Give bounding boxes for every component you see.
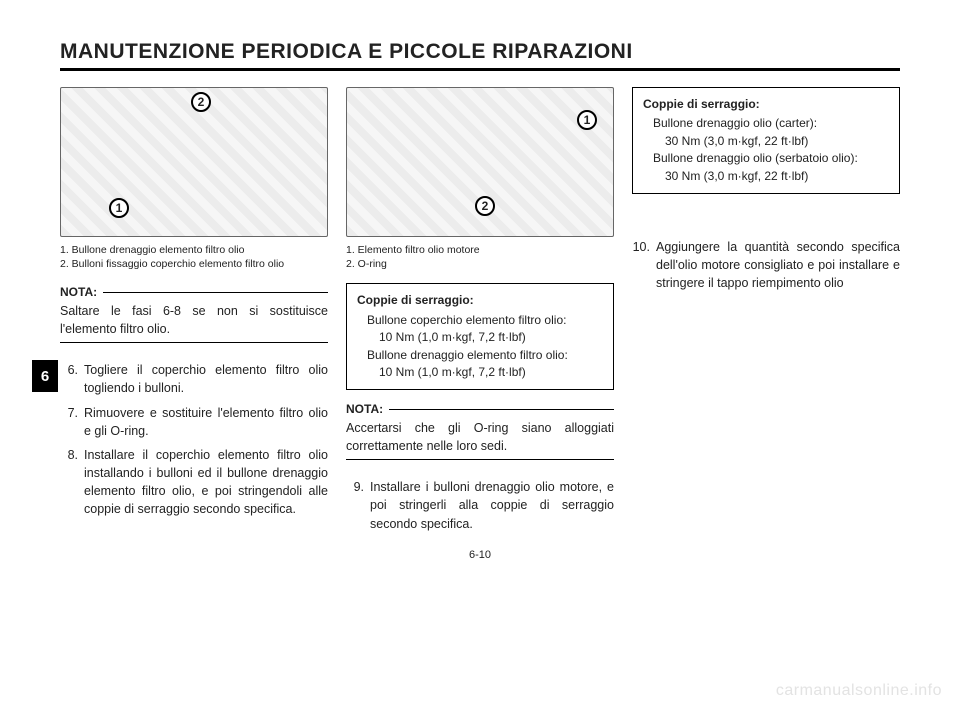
rule-line [103,292,328,293]
torque-item: Bullone drenaggio olio (carter): [643,115,889,132]
spacer [632,204,900,232]
step-item: 10. Aggiungere la quantità secondo speci… [632,238,900,292]
torque-title: Coppie di serraggio: [357,292,603,309]
page-number: 6-10 [60,549,900,561]
step-number: 9. [346,478,370,532]
step-list: 10. Aggiungere la quantità secondo speci… [632,238,900,298]
callout-2: 2 [475,196,495,216]
torque-item: Bullone drenaggio elemento filtro olio: [357,347,603,364]
caption-line: 1. Elemento filtro olio motore [346,243,614,257]
callout-1: 1 [109,198,129,218]
step-list: 9. Installare i bulloni drenaggio olio m… [346,478,614,538]
nota-header: NOTA: [346,402,614,416]
column-1: 1 2 1. Bullone drenaggio elemento filtro… [60,87,328,539]
torque-box: Coppie di serraggio: Bullone drenaggio o… [632,87,900,194]
watermark: carmanualsonline.info [776,682,942,700]
torque-item: Bullone coperchio elemento filtro olio: [357,312,603,329]
step-text: Aggiungere la quantità secondo specifica… [656,238,900,292]
step-item: 9. Installare i bulloni drenaggio olio m… [346,478,614,532]
nota-text: Saltare le fasi 6-8 se non si sostituisc… [60,303,328,338]
nota-label: NOTA: [346,402,383,416]
rule-line [346,459,614,460]
step-item: 7. Rimuovere e sostituire l'elemento fil… [60,404,328,440]
figure-oil-filter-cover: 1 2 [60,87,328,237]
torque-box: Coppie di serraggio: Bullone coperchio e… [346,283,614,390]
caption-line: 2. O-ring [346,257,614,271]
torque-item: Bullone drenaggio olio (serbatoio olio): [643,150,889,167]
rule-line [389,409,614,410]
step-item: 6. Togliere il coperchio elemento filtro… [60,361,328,397]
column-3: Coppie di serraggio: Bullone drenaggio o… [632,87,900,539]
step-list: 6. Togliere il coperchio elemento filtro… [60,361,328,524]
figure-caption: 1. Elemento filtro olio motore 2. O-ring [346,243,614,271]
content-columns: 1 2 1. Bullone drenaggio elemento filtro… [60,87,900,539]
step-text: Installare il coperchio elemento filtro … [84,446,328,519]
step-item: 8. Installare il coperchio elemento filt… [60,446,328,519]
callout-2: 2 [191,92,211,112]
torque-value: 10 Nm (1,0 m·kgf, 7,2 ft·lbf) [357,364,603,381]
rule-line [60,342,328,343]
step-text: Rimuovere e sostituire l'elemento filtro… [84,404,328,440]
step-number: 10. [632,238,656,292]
caption-line: 2. Bulloni fissaggio coperchio elemento … [60,257,328,271]
step-number: 6. [60,361,84,397]
torque-value: 30 Nm (3,0 m·kgf, 22 ft·lbf) [643,168,889,185]
torque-title: Coppie di serraggio: [643,96,889,113]
step-text: Togliere il coperchio elemento filtro ol… [84,361,328,397]
caption-line: 1. Bullone drenaggio elemento filtro oli… [60,243,328,257]
figure-caption: 1. Bullone drenaggio elemento filtro oli… [60,243,328,271]
figure-oil-filter-element: 1 2 [346,87,614,237]
chapter-side-tab: 6 [32,360,58,392]
step-text: Installare i bulloni drenaggio olio moto… [370,478,614,532]
torque-value: 10 Nm (1,0 m·kgf, 7,2 ft·lbf) [357,329,603,346]
torque-value: 30 Nm (3,0 m·kgf, 22 ft·lbf) [643,133,889,150]
callout-1: 1 [577,110,597,130]
nota-text: Accertarsi che gli O-ring siano alloggia… [346,420,614,455]
chapter-title: MANUTENZIONE PERIODICA E PICCOLE RIPARAZ… [60,40,900,71]
column-2: 1 2 1. Elemento filtro olio motore 2. O-… [346,87,614,539]
step-number: 7. [60,404,84,440]
step-number: 8. [60,446,84,519]
nota-header: NOTA: [60,285,328,299]
nota-label: NOTA: [60,285,97,299]
manual-page: MANUTENZIONE PERIODICA E PICCOLE RIPARAZ… [0,0,960,708]
